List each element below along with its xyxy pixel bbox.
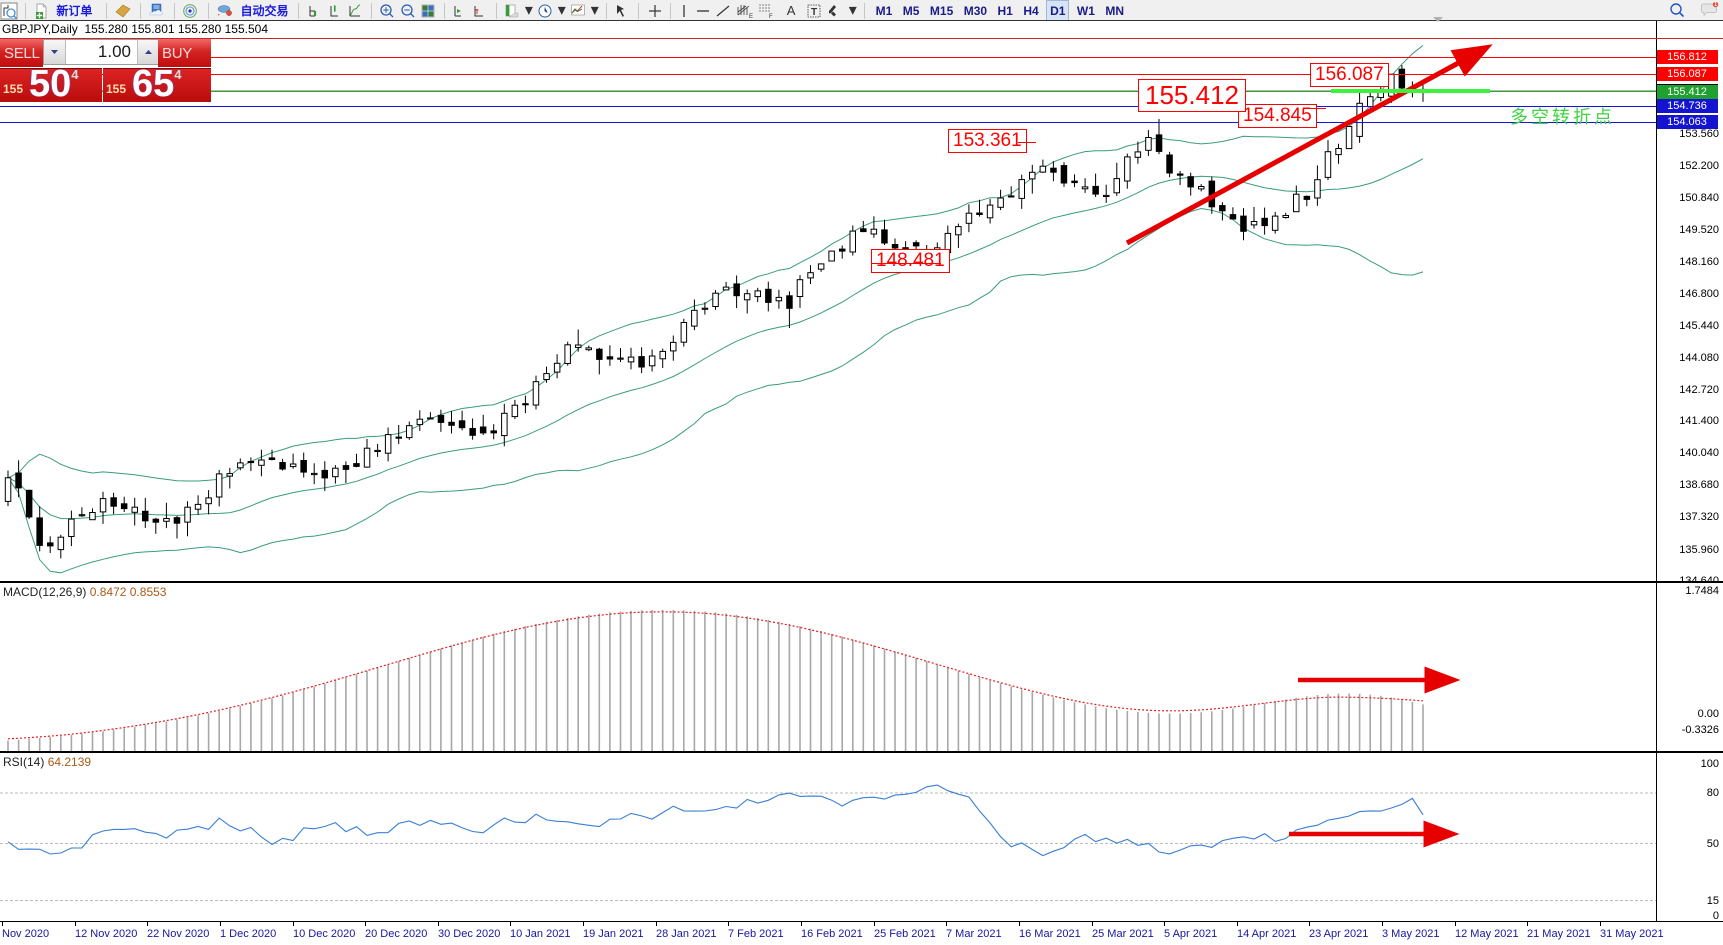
svg-text:1: 1: [1714, 2, 1717, 8]
svg-text:F: F: [769, 14, 773, 19]
svg-text:T: T: [811, 7, 817, 18]
svg-text:E: E: [749, 14, 753, 19]
